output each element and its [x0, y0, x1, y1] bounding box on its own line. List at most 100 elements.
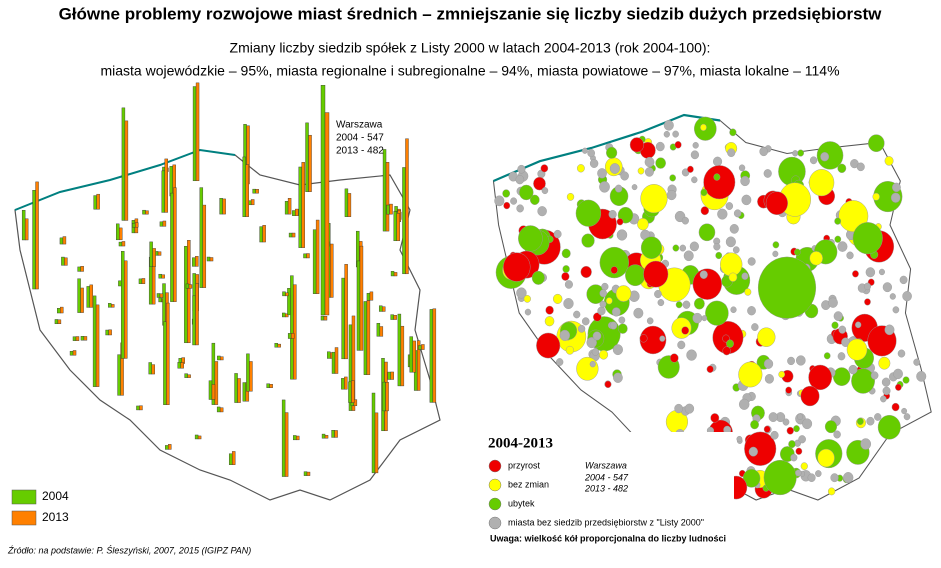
map-bar [163, 321, 167, 405]
city-circle [807, 473, 816, 482]
city-circle [802, 418, 813, 430]
city-circle [597, 168, 607, 179]
city-circle [655, 157, 666, 169]
city-circle [855, 321, 862, 329]
city-circle [523, 295, 531, 303]
city-circle [566, 192, 575, 201]
map-bar [249, 361, 253, 392]
map-bar [378, 305, 383, 312]
city-circle [815, 470, 822, 478]
city-circle [738, 361, 763, 388]
map-bar [418, 345, 422, 350]
map-bar [393, 272, 398, 277]
city-circle [852, 270, 859, 278]
legend-label: 2004 [42, 489, 69, 503]
map-bar [389, 203, 393, 215]
map-bar [69, 351, 74, 356]
city-circle [787, 356, 795, 366]
city-circle [700, 123, 707, 131]
map-bar [344, 188, 349, 217]
city-circle [518, 225, 543, 252]
annotation-value: 2013 - 482 [336, 146, 384, 157]
map-bar [159, 293, 164, 298]
city-circle [563, 298, 574, 310]
map-bar [77, 278, 81, 313]
map-bar [111, 304, 115, 308]
map-bar [75, 336, 80, 341]
city-circle [715, 251, 723, 260]
city-circle [553, 229, 562, 239]
source: Źródło: na podstawie: P. Śleszyński, 200… [7, 544, 251, 555]
map-bar [222, 198, 226, 215]
city-circle [629, 137, 644, 153]
city-circle [516, 287, 527, 299]
city-circle [694, 297, 705, 310]
city-circle [865, 267, 876, 278]
city-circle [713, 173, 721, 181]
city-circle [562, 265, 570, 273]
annotation-value: 2004 - 547 [584, 472, 629, 482]
city-circle [591, 348, 600, 356]
city-circle [733, 209, 742, 218]
city-circle [851, 368, 875, 394]
map-bar [57, 319, 62, 325]
city-circle [544, 316, 555, 327]
city-circle [747, 257, 756, 266]
city-circle [710, 413, 720, 423]
map-bar [386, 204, 390, 215]
city-circle [644, 167, 654, 177]
city-circle [868, 134, 885, 152]
city-circle [793, 425, 800, 433]
annotation-city: Warszawa [336, 120, 383, 131]
city-circle [768, 412, 778, 422]
city-circle [637, 167, 645, 175]
city-circle [644, 156, 655, 168]
map-bar [148, 362, 152, 375]
city-circle [729, 128, 737, 137]
city-circle [599, 181, 610, 193]
city-circle [848, 364, 858, 375]
city-circle [565, 345, 574, 355]
map-bar [61, 256, 65, 266]
city-circle [892, 182, 901, 193]
map-bar [409, 336, 413, 373]
map-bar [366, 300, 371, 375]
city-circle [824, 420, 838, 434]
map-bar [96, 193, 100, 210]
city-circle [902, 291, 912, 302]
map-bar [217, 355, 221, 361]
city-circle [576, 164, 585, 173]
city-circle [846, 338, 868, 361]
map-bar [231, 451, 236, 465]
city-circle [770, 430, 779, 440]
city-circle [589, 159, 599, 168]
city-circle [593, 312, 602, 322]
map-bar [348, 381, 352, 403]
city-circle [684, 403, 695, 414]
city-circle [798, 435, 806, 444]
city-circle [736, 435, 743, 443]
city-circle [687, 165, 694, 173]
city-circle [618, 316, 626, 324]
city-circle [592, 331, 602, 341]
city-circle [741, 194, 752, 206]
city-circle [669, 353, 679, 363]
map-bar [269, 384, 273, 388]
city-circle [757, 327, 776, 347]
map-bar [369, 291, 374, 301]
map-bar [161, 170, 165, 213]
city-circle [564, 280, 573, 289]
map-bar [162, 220, 167, 227]
map-bar [306, 253, 310, 259]
city-circle [516, 204, 524, 213]
map-bar [145, 210, 149, 215]
city-circle [889, 293, 896, 300]
map-bar [138, 278, 143, 284]
city-circle [675, 301, 683, 309]
city-circle [609, 163, 620, 174]
city-circle [739, 398, 750, 410]
city-circle [604, 380, 612, 388]
city-circle [817, 448, 835, 468]
map-bar [284, 201, 289, 215]
note: Uwaga: wielkość kół proporcjonalna do li… [490, 533, 726, 543]
